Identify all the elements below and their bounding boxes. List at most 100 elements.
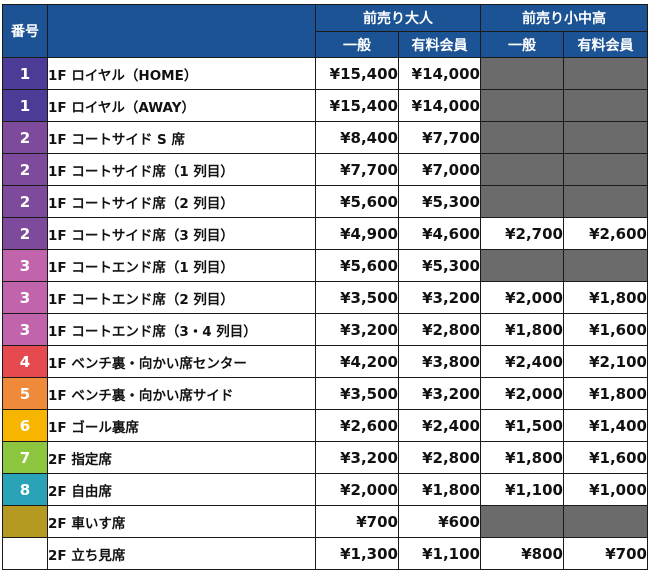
seat-name: 1F コートサイド席（2 列目） — [47, 185, 316, 218]
header-seat-blank — [47, 4, 316, 58]
price-student-member: ¥1,600 — [563, 313, 648, 346]
row-number-badge — [2, 505, 48, 538]
price-student-member: ¥1,600 — [563, 441, 648, 474]
table-row: 1 1F ロイヤル（AWAY） ¥15,400 ¥14,000 — [2, 89, 648, 122]
seat-name: 2F 自由席 — [47, 473, 316, 506]
header-adult-member: 有料会員 — [398, 31, 481, 58]
price-adult-general: ¥2,000 — [315, 473, 399, 506]
price-student-general: ¥1,800 — [480, 313, 564, 346]
price-adult-member: ¥5,300 — [398, 249, 481, 282]
price-unavailable-cell — [563, 89, 648, 122]
price-unavailable-cell — [480, 89, 564, 122]
price-unavailable-cell — [563, 249, 648, 282]
seat-name: 1F コートサイド席（1 列目） — [47, 153, 316, 186]
price-adult-general: ¥5,600 — [315, 249, 399, 282]
seat-name: 1F コートサイド S 席 — [47, 121, 316, 154]
price-student-member: ¥1,000 — [563, 473, 648, 506]
price-adult-general: ¥3,500 — [315, 281, 399, 314]
price-student-general: ¥800 — [480, 537, 564, 570]
row-number-badge: 1 — [2, 57, 48, 90]
table-row: 3 1F コートエンド席（3・4 列目） ¥3,200 ¥2,800 ¥1,800 ¥1,… — [2, 313, 648, 346]
price-adult-general: ¥8,400 — [315, 121, 399, 154]
price-adult-member: ¥3,200 — [398, 281, 481, 314]
row-number-badge: 7 — [2, 441, 48, 474]
price-adult-member: ¥2,400 — [398, 409, 481, 442]
price-adult-member: ¥14,000 — [398, 89, 481, 122]
price-adult-general: ¥3,500 — [315, 377, 399, 410]
price-unavailable-cell — [480, 185, 564, 218]
price-adult-member: ¥1,100 — [398, 537, 481, 570]
price-adult-general: ¥5,600 — [315, 185, 399, 218]
header-adult-general: 一般 — [315, 31, 399, 58]
price-student-member: ¥1,800 — [563, 377, 648, 410]
table-row: 4 1F ベンチ裏・向かい席センター ¥4,200 ¥3,800 ¥2,400 ¥2,10… — [2, 345, 648, 378]
header-advance-student: 前売り小中高 — [480, 4, 648, 32]
price-student-member: ¥1,800 — [563, 281, 648, 314]
price-adult-member: ¥7,700 — [398, 121, 481, 154]
price-adult-general: ¥15,400 — [315, 57, 399, 90]
price-student-general: ¥1,500 — [480, 409, 564, 442]
table-row: 2 1F コートサイド席（1 列目） ¥7,700 ¥7,000 — [2, 153, 648, 186]
row-number-badge: 3 — [2, 249, 48, 282]
table-row: 2 1F コートサイド S 席 ¥8,400 ¥7,700 — [2, 121, 648, 154]
seat-name: 1F ベンチ裏・向かい席センター — [47, 345, 316, 378]
seat-name: 1F コートエンド席（3・4 列目） — [47, 313, 316, 346]
price-unavailable-cell — [480, 249, 564, 282]
price-unavailable-cell — [480, 121, 564, 154]
price-student-member: ¥700 — [563, 537, 648, 570]
price-unavailable-cell — [563, 185, 648, 218]
table-row: 8 2F 自由席 ¥2,000 ¥1,800 ¥1,100 ¥1,000 — [2, 473, 648, 506]
price-student-general: ¥2,000 — [480, 377, 564, 410]
table-header: 番号 前売り大人 前売り小中高 一般 有料会員 一般 有料会員 — [2, 4, 648, 58]
seat-name: 1F ゴール裏席 — [47, 409, 316, 442]
row-number-badge: 3 — [2, 281, 48, 314]
seat-name: 1F ロイヤル（AWAY） — [47, 89, 316, 122]
price-student-member: ¥2,600 — [563, 217, 648, 250]
price-student-general: ¥1,100 — [480, 473, 564, 506]
header-student-member: 有料会員 — [563, 31, 648, 58]
row-number-badge — [2, 537, 48, 570]
price-unavailable-cell — [563, 57, 648, 90]
price-adult-member: ¥14,000 — [398, 57, 481, 90]
table-row: 5 1F ベンチ裏・向かい席サイド ¥3,500 ¥3,200 ¥2,000 ¥1,800 — [2, 377, 648, 410]
row-number-badge: 5 — [2, 377, 48, 410]
seat-name: 1F ロイヤル（HOME） — [47, 57, 316, 90]
seat-name: 2F 立ち見席 — [47, 537, 316, 570]
row-number-badge: 4 — [2, 345, 48, 378]
table-row: 6 1F ゴール裏席 ¥2,600 ¥2,400 ¥1,500 ¥1,400 — [2, 409, 648, 442]
seat-name: 1F コートエンド席（2 列目） — [47, 281, 316, 314]
row-number-badge: 2 — [2, 185, 48, 218]
price-adult-general: ¥15,400 — [315, 89, 399, 122]
price-adult-general: ¥4,200 — [315, 345, 399, 378]
price-adult-member: ¥3,200 — [398, 377, 481, 410]
seat-name: 1F ベンチ裏・向かい席サイド — [47, 377, 316, 410]
table-body: 1 1F ロイヤル（HOME） ¥15,400 ¥14,000 1 1F ロイヤル（AWA… — [2, 57, 648, 570]
seat-name: 1F コートサイド席（3 列目） — [47, 217, 316, 250]
header-number: 番号 — [2, 4, 48, 58]
row-number-badge: 6 — [2, 409, 48, 442]
table-row: 2F 車いす席 ¥700 ¥600 — [2, 505, 648, 538]
price-adult-member: ¥4,600 — [398, 217, 481, 250]
price-unavailable-cell — [563, 505, 648, 538]
price-student-member: ¥1,400 — [563, 409, 648, 442]
price-adult-member: ¥3,800 — [398, 345, 481, 378]
row-number-badge: 8 — [2, 473, 48, 506]
price-unavailable-cell — [563, 121, 648, 154]
price-adult-general: ¥3,200 — [315, 441, 399, 474]
table-row: 7 2F 指定席 ¥3,200 ¥2,800 ¥1,800 ¥1,600 — [2, 441, 648, 474]
table-row: 2 1F コートサイド席（3 列目） ¥4,900 ¥4,600 ¥2,700 ¥2,60… — [2, 217, 648, 250]
price-student-general: ¥2,400 — [480, 345, 564, 378]
price-unavailable-cell — [480, 153, 564, 186]
price-student-general: ¥1,800 — [480, 441, 564, 474]
row-number-badge: 2 — [2, 217, 48, 250]
price-adult-member: ¥2,800 — [398, 441, 481, 474]
price-unavailable-cell — [563, 153, 648, 186]
header-advance-adult: 前売り大人 — [315, 4, 481, 32]
price-adult-member: ¥1,800 — [398, 473, 481, 506]
table-row: 1 1F ロイヤル（HOME） ¥15,400 ¥14,000 — [2, 57, 648, 90]
seat-name: 2F 車いす席 — [47, 505, 316, 538]
table-row: 3 1F コートエンド席（2 列目） ¥3,500 ¥3,200 ¥2,000 ¥1,80… — [2, 281, 648, 314]
row-number-badge: 1 — [2, 89, 48, 122]
price-student-general: ¥2,700 — [480, 217, 564, 250]
